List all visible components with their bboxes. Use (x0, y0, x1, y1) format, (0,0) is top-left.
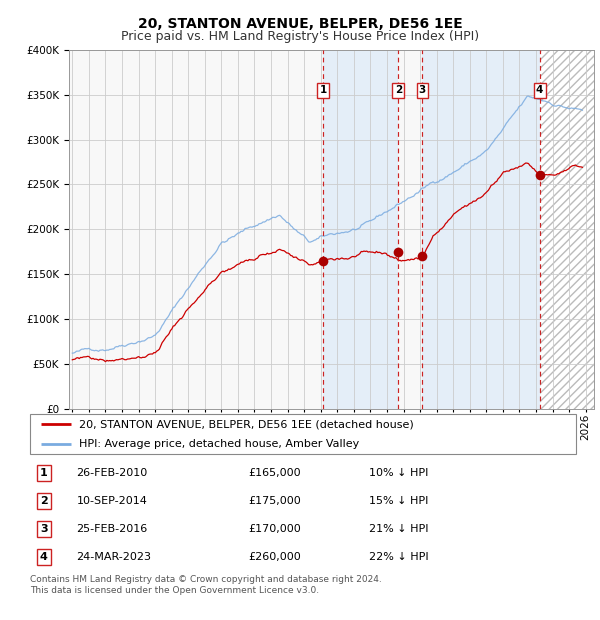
Text: 25-FEB-2016: 25-FEB-2016 (76, 524, 148, 534)
Bar (323, 50, 398, 409)
Text: 10% ↓ HPI: 10% ↓ HPI (368, 468, 428, 478)
Text: 24-MAR-2023: 24-MAR-2023 (76, 552, 151, 562)
Text: 10-SEP-2014: 10-SEP-2014 (76, 496, 147, 507)
Text: £260,000: £260,000 (248, 552, 301, 562)
Text: 21% ↓ HPI: 21% ↓ HPI (368, 524, 428, 534)
Text: 1: 1 (40, 468, 47, 478)
Text: 2: 2 (40, 496, 47, 507)
Text: 2: 2 (395, 85, 402, 95)
Text: Price paid vs. HM Land Registry's House Price Index (HPI): Price paid vs. HM Land Registry's House … (121, 30, 479, 43)
Text: £165,000: £165,000 (248, 468, 301, 478)
Text: 1: 1 (319, 85, 326, 95)
Text: 4: 4 (536, 85, 544, 95)
Text: 20, STANTON AVENUE, BELPER, DE56 1EE: 20, STANTON AVENUE, BELPER, DE56 1EE (137, 17, 463, 32)
Text: 15% ↓ HPI: 15% ↓ HPI (368, 496, 428, 507)
Text: 3: 3 (40, 524, 47, 534)
Text: £175,000: £175,000 (248, 496, 301, 507)
FancyBboxPatch shape (30, 414, 576, 454)
Bar (539, 50, 594, 409)
Text: 26-FEB-2010: 26-FEB-2010 (76, 468, 148, 478)
Text: 22% ↓ HPI: 22% ↓ HPI (368, 552, 428, 562)
Text: Contains HM Land Registry data © Crown copyright and database right 2024.
This d: Contains HM Land Registry data © Crown c… (30, 575, 382, 595)
Text: 4: 4 (40, 552, 47, 562)
Text: 3: 3 (419, 85, 426, 95)
Text: 20, STANTON AVENUE, BELPER, DE56 1EE (detached house): 20, STANTON AVENUE, BELPER, DE56 1EE (de… (79, 419, 414, 430)
Text: HPI: Average price, detached house, Amber Valley: HPI: Average price, detached house, Ambe… (79, 439, 359, 449)
Text: £170,000: £170,000 (248, 524, 301, 534)
Bar (539, 50, 594, 409)
Bar (422, 50, 539, 409)
